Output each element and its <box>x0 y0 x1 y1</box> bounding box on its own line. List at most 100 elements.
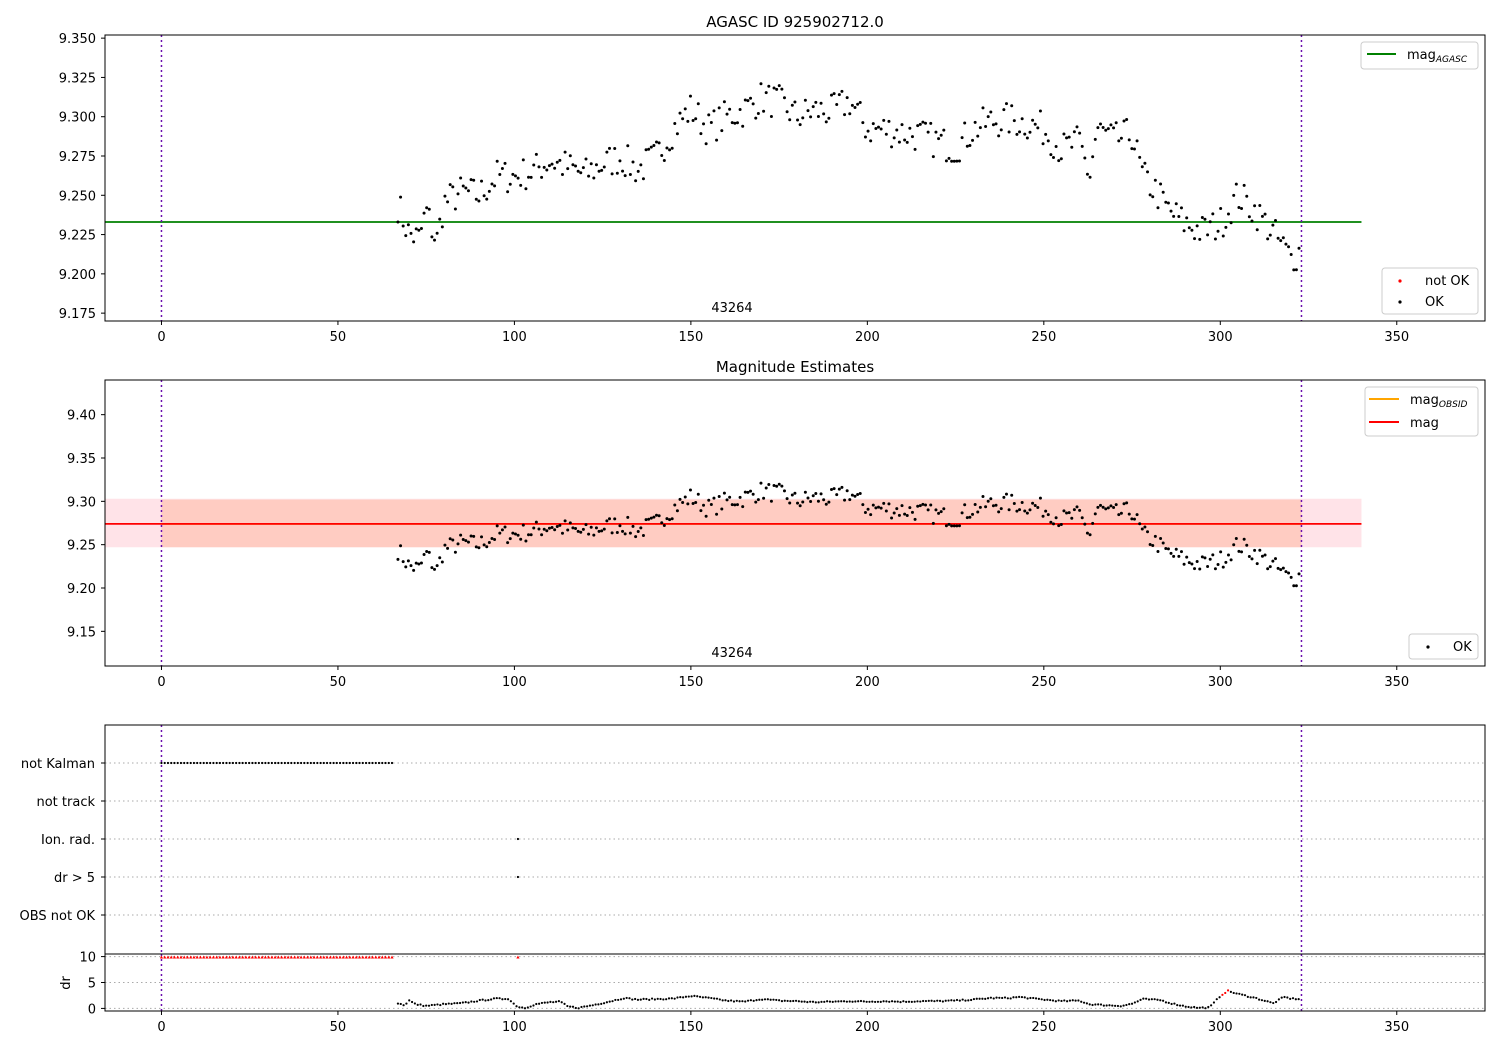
dr-point-ok <box>837 1000 840 1003</box>
data-point-ok <box>984 505 988 509</box>
data-point-ok <box>746 490 750 494</box>
data-point-ok <box>984 124 988 128</box>
data-point-ok <box>1287 571 1291 575</box>
flag-point-not-kalman <box>189 761 192 765</box>
dr-point-ok <box>1198 1006 1201 1009</box>
dr-point-ok <box>1241 993 1244 996</box>
dr-point-ok <box>625 996 628 1000</box>
data-point-ok <box>681 500 685 504</box>
dr-point-ok <box>1286 996 1289 999</box>
data-point-ok <box>725 498 729 502</box>
data-point-ok <box>1255 562 1259 566</box>
data-point-ok <box>1219 206 1223 210</box>
data-point-ok <box>555 524 559 528</box>
data-point-ok <box>1031 118 1035 122</box>
data-point-ok <box>1221 565 1225 569</box>
data-point-ok <box>1177 214 1181 218</box>
data-point-ok <box>1088 533 1092 537</box>
data-point-ok <box>733 121 737 125</box>
dr-point-ok <box>789 1000 792 1003</box>
dr-point-not-ok <box>1221 993 1224 996</box>
data-point-ok <box>553 528 557 532</box>
flag-point-not-kalman <box>183 761 186 765</box>
dr-saturated-marker <box>247 955 251 959</box>
dr-point-ok <box>1009 997 1012 1000</box>
data-point-ok <box>796 118 800 122</box>
dr-saturated-marker <box>370 955 375 959</box>
dr-point-ok <box>430 1003 433 1007</box>
data-point-ok <box>1294 584 1298 588</box>
data-point-ok <box>464 539 468 543</box>
data-point-ok <box>809 499 813 503</box>
data-point-ok <box>480 535 484 539</box>
flag-category-label: OBS not OK <box>20 909 96 924</box>
legend-label-not-ok: not OK <box>1425 274 1470 289</box>
dr-point-ok <box>958 999 961 1002</box>
dr-point-ok <box>865 1000 868 1003</box>
data-point-ok <box>1143 161 1147 165</box>
data-point-ok <box>756 498 760 502</box>
dr-point-ok <box>1283 995 1286 999</box>
dr-saturated-marker <box>348 955 352 959</box>
data-point-ok <box>1099 503 1103 507</box>
dr-point-ok <box>546 1001 549 1004</box>
dr-point-ok <box>854 1000 857 1003</box>
data-point-ok <box>1002 495 1006 499</box>
data-point-ok <box>1174 547 1178 551</box>
data-point-ok <box>1015 132 1019 136</box>
dr-point-ok <box>907 1000 911 1003</box>
data-point-ok <box>513 174 517 178</box>
dr-point-ok <box>817 1001 820 1004</box>
panel-1-frame <box>104 34 1486 322</box>
data-point-ok <box>707 113 711 117</box>
dr-saturated-marker <box>283 955 287 959</box>
data-point-ok <box>764 486 768 490</box>
data-point-ok <box>963 503 967 507</box>
data-point-ok <box>1179 206 1183 210</box>
dr-point-ok <box>938 999 942 1002</box>
data-point-ok <box>1096 505 1100 509</box>
data-point-ok <box>474 545 478 549</box>
data-point-ok <box>1237 205 1241 209</box>
data-point-ok <box>806 109 810 113</box>
dr-saturated-marker <box>172 955 177 959</box>
data-point-ok <box>636 530 640 534</box>
data-point-ok <box>746 99 750 103</box>
data-point-ok <box>516 533 520 537</box>
data-point-ok <box>848 498 852 502</box>
dr-saturated-marker <box>166 955 170 959</box>
data-point-ok <box>702 503 706 507</box>
dr-point-ok <box>1057 999 1060 1002</box>
data-point-ok <box>788 118 792 122</box>
data-point-ok <box>1240 206 1244 210</box>
dr-point-ok <box>569 1005 572 1008</box>
dr-point-ok <box>715 997 719 1000</box>
data-point-ok <box>1091 521 1095 525</box>
data-point-ok <box>897 513 901 517</box>
data-point-ok <box>404 565 408 569</box>
dr-point-ok <box>552 1001 555 1004</box>
flag-point-not-kalman <box>374 761 377 765</box>
data-point-ok <box>751 492 755 496</box>
dr-point-ok <box>656 997 659 1000</box>
data-point-ok <box>997 510 1001 514</box>
panel-2-legend-lines: magOBSID mag <box>1364 386 1479 437</box>
dr-point-ok <box>738 1000 741 1003</box>
data-point-ok <box>563 150 567 154</box>
data-point-ok <box>1190 562 1194 566</box>
data-point-ok <box>1080 516 1084 520</box>
data-point-ok <box>827 500 831 504</box>
data-point-ok <box>1038 496 1042 500</box>
data-point-ok <box>871 503 875 507</box>
data-point-ok <box>741 124 745 128</box>
data-point-ok <box>1153 534 1157 538</box>
data-point-ok <box>814 100 818 104</box>
data-point-ok <box>597 169 601 173</box>
data-point-ok <box>890 145 894 149</box>
data-point-ok <box>790 493 794 497</box>
data-point-ok <box>994 503 998 507</box>
panel-2-plot-area: 0 50 100 150 200 250 300 350 9.15 9.20 9.25 9.30 9.3… <box>67 380 1409 690</box>
data-point-ok <box>829 487 833 491</box>
data-point-ok <box>440 560 444 564</box>
data-point-ok <box>678 111 682 115</box>
